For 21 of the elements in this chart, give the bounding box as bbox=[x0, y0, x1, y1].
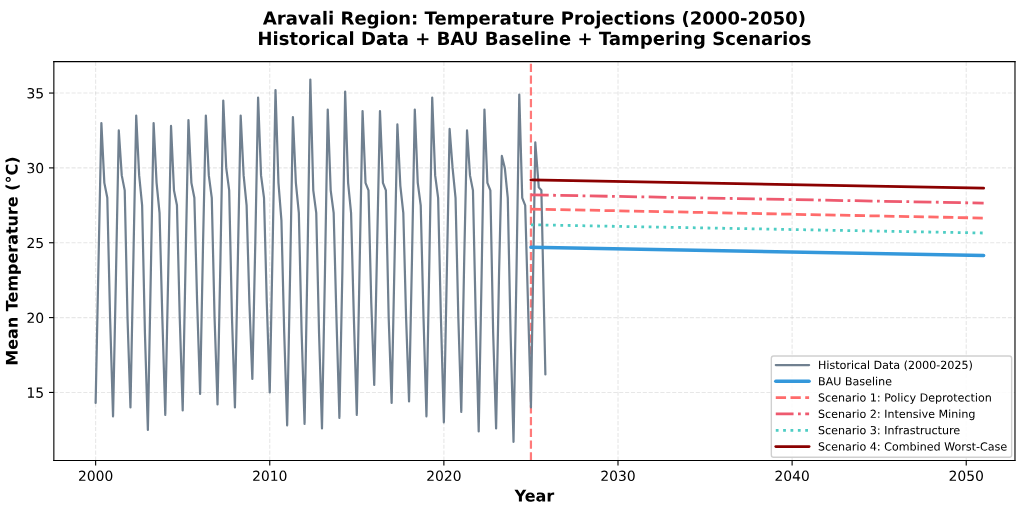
x-tick-label: 2040 bbox=[775, 470, 809, 482]
line-series bbox=[94, 78, 547, 443]
x-tick-label: 2020 bbox=[427, 470, 461, 482]
legend-label: BAU Baseline bbox=[819, 376, 892, 386]
legend-label: Scenario 1: Policy Deprotection bbox=[818, 393, 991, 404]
chart-title: Aravali Region: Temperature Projections (2000-2050) Historical Data + BAU Baseline + Tampering Scenarios bbox=[259, 10, 811, 49]
x-tick-label: 2030 bbox=[601, 470, 635, 482]
x-tick-label: 2010 bbox=[253, 470, 287, 482]
y-tick-label: 35 bbox=[27, 88, 43, 99]
y-tick-label: 30 bbox=[27, 162, 44, 174]
x-tick-label: 2050 bbox=[949, 470, 983, 482]
y-tick-label: 20 bbox=[27, 312, 44, 324]
legend-label: Scenario 2: Intensive Mining bbox=[818, 409, 975, 421]
legend-label: Scenario 3: Infrastructure bbox=[818, 425, 960, 435]
x-tick-label: 2000 bbox=[78, 470, 113, 482]
legend-label: Historical Data (2000-2025) bbox=[819, 360, 972, 371]
legend-label: Scenario 4: Combined Worst-Case bbox=[818, 442, 1007, 451]
x-axis-title: Year bbox=[514, 489, 555, 502]
y-axis-title: Mean Temperature (°C) bbox=[5, 157, 21, 365]
y-tick-label: 25 bbox=[27, 237, 43, 249]
y-tick-label: 15 bbox=[27, 387, 43, 398]
